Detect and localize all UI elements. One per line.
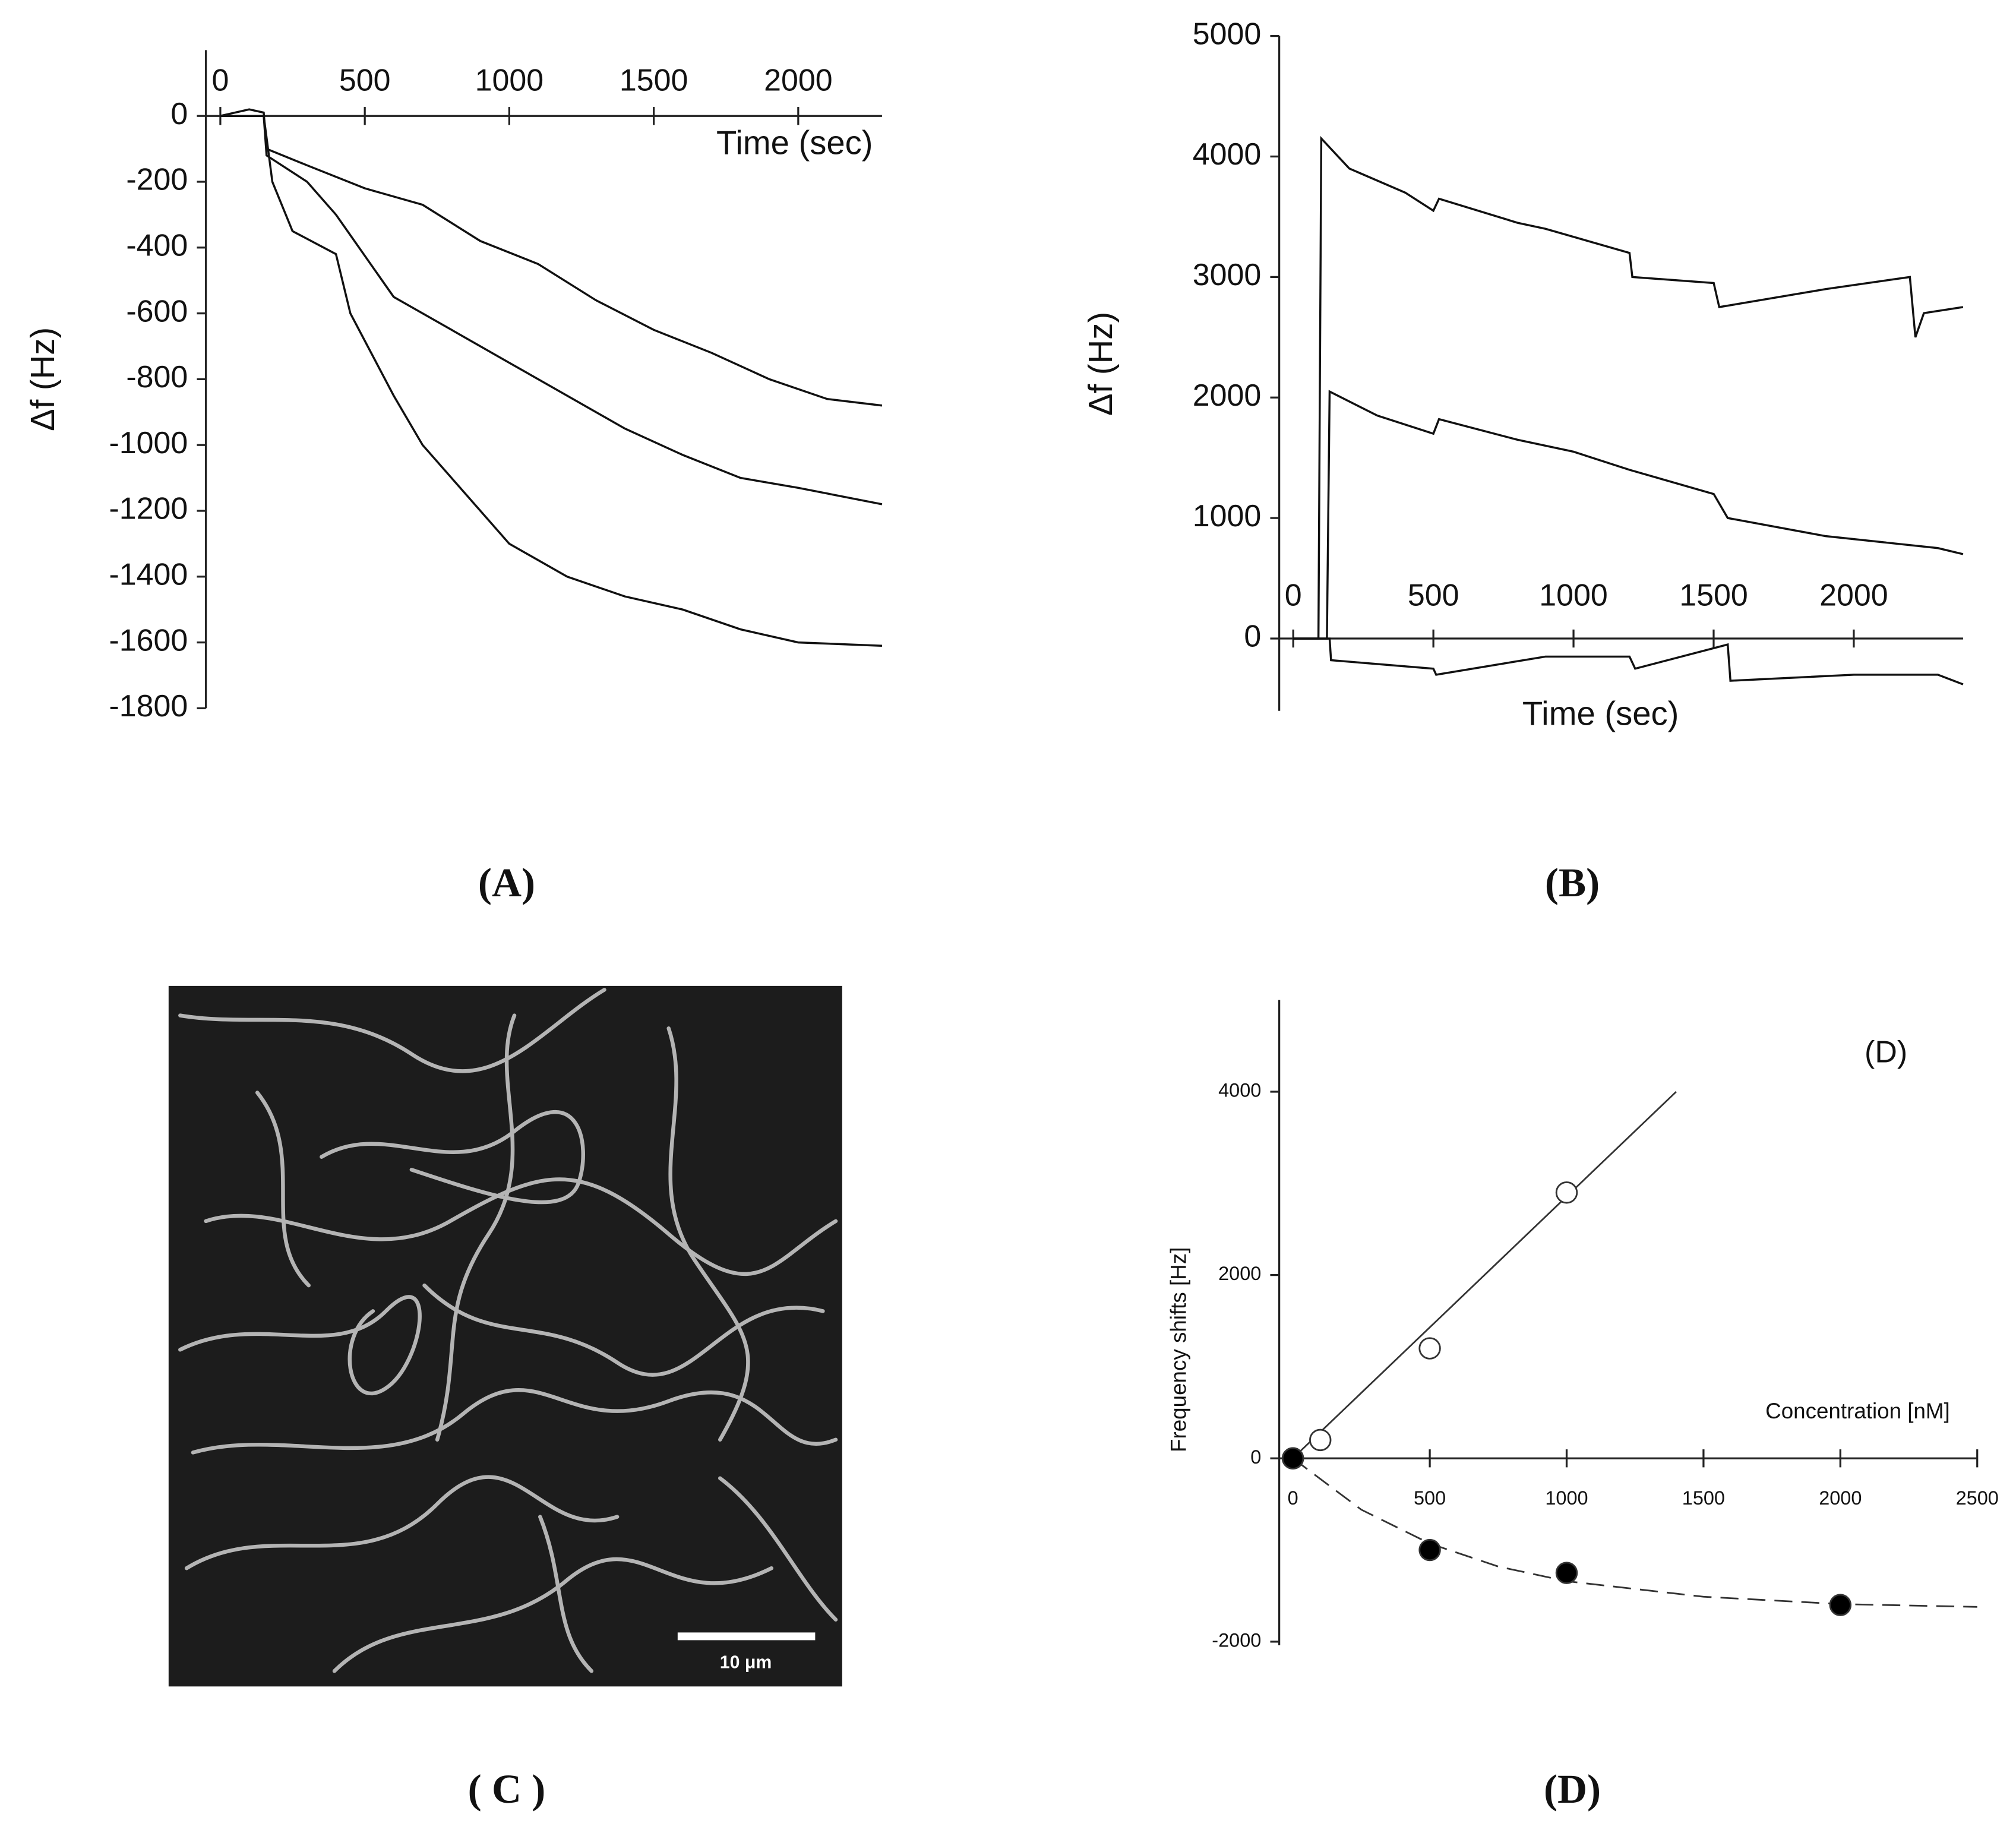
line [1293,390,1964,640]
caption: ( C ) [468,1766,546,1812]
x-tick-label: 500 [1408,578,1459,612]
y-tick-label: 0 [1244,620,1261,654]
y-tick-label: -1600 [109,623,188,658]
caption: (A) [478,859,535,905]
y-tick-label: -200 [126,163,188,197]
x-tick-label: 500 [339,64,391,98]
point [1309,1429,1332,1452]
x-tick-label: 1000 [475,64,544,98]
x-axis-label: Concentration [nM] [1765,1399,1950,1423]
scale-bar-label: 10 μm [720,1652,772,1672]
x-tick-label: 0 [1288,1487,1298,1509]
x-tick-label: 2000 [764,64,833,98]
scale-bar [677,1632,816,1641]
caption: (B) [1545,859,1600,905]
caption: (D) [1544,1766,1601,1812]
line [220,115,883,505]
y-tick-label: -600 [126,294,188,328]
y-tick-label: 4000 [1193,137,1262,172]
x-tick-label: 2000 [1819,578,1888,612]
x-tick-label: 1500 [1682,1487,1725,1509]
x-axis-label: Time (sec) [1522,694,1679,732]
x-tick-label: 2000 [1819,1487,1862,1509]
x-tick-label: 1000 [1539,578,1608,612]
line [1292,1458,1977,1608]
filaments [178,988,838,1673]
point [1555,1181,1578,1204]
x-tick-label: 1000 [1545,1487,1588,1509]
annotation: (D) [1865,1035,1907,1069]
y-axis-label: Frequency shifts [Hz] [1167,1247,1191,1452]
micrograph: 10 μm [168,985,842,1687]
y-tick-label: 0 [1250,1446,1261,1468]
y-tick-label: -800 [126,360,188,394]
x-tick-label: 500 [1414,1487,1446,1509]
y-axis-label: Δf (Hz) [1082,312,1119,416]
x-tick-label: 1500 [1679,578,1748,612]
y-tick-label: -1400 [109,558,188,592]
line [1293,135,1964,640]
point [1418,1538,1441,1562]
point [1555,1562,1578,1584]
x-tick-label: 1500 [620,64,688,98]
y-tick-label: -400 [126,229,188,263]
x-tick-label: 2500 [1956,1487,1999,1509]
y-tick-label: 0 [170,97,188,131]
y-tick-label: 2000 [1193,378,1262,413]
line [1293,637,1964,685]
y-tick-label: 4000 [1218,1080,1261,1101]
y-tick-label: 3000 [1193,258,1262,292]
y-tick-label: -2000 [1212,1629,1261,1651]
y-tick-label: -1200 [109,492,188,526]
y-axis-label: Δf (Hz) [24,327,61,431]
y-tick-label: -1000 [109,426,188,460]
line [220,115,882,647]
y-tick-label: 2000 [1218,1263,1261,1284]
x-tick-label: 0 [211,64,229,98]
y-tick-label: 5000 [1193,17,1262,51]
x-tick-label: 0 [1285,578,1302,612]
point [1418,1337,1441,1360]
x-axis-label: Time (sec) [716,124,873,161]
y-tick-label: 1000 [1193,499,1262,533]
point [1829,1594,1852,1616]
y-tick-label: -1800 [109,689,188,723]
line [1292,1091,1677,1459]
point [1281,1447,1304,1469]
